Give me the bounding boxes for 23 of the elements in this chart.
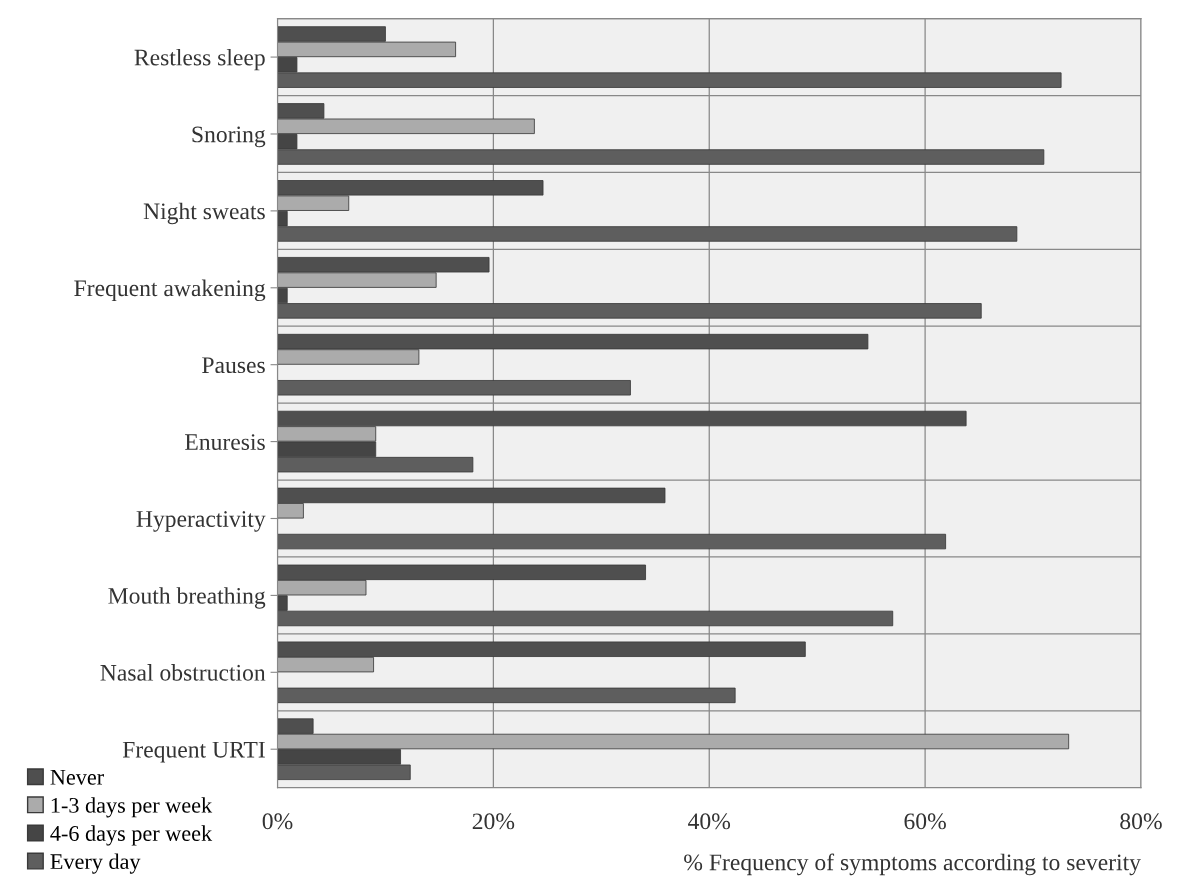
y-tick-label: Enuresis — [185, 434, 265, 451]
y-tick-label: Nasal obstruction — [100, 664, 266, 681]
x-axis-title: % Frequency of symptoms according to severity — [684, 853, 1141, 876]
legend-label: 1-3 days per week — [51, 797, 213, 818]
x-tick-label: 80% — [1120, 813, 1162, 830]
y-tick-label: Restless sleep — [134, 48, 265, 71]
bar — [277, 380, 631, 396]
y-tick-label: Frequent awakening — [74, 279, 266, 302]
y-tick-label: Pauses — [202, 357, 265, 374]
x-tick-label: 0% — [262, 813, 293, 830]
legend-label: Never — [50, 770, 104, 785]
x-tick-label: 20% — [472, 813, 515, 830]
x-tick-label: 40% — [688, 813, 731, 830]
y-tick-label: Mouth breathing — [108, 587, 266, 609]
y-tick-label: Night sweats — [143, 202, 265, 225]
bar — [277, 687, 736, 704]
legend-label: Every day — [50, 853, 141, 874]
x-tick-label: 60% — [904, 813, 946, 830]
y-tick-label: Snoring — [192, 126, 266, 148]
legend-label: 4-6 days per week — [50, 825, 213, 846]
y-tick-label: Frequent URTI — [122, 741, 265, 763]
bar — [277, 533, 947, 550]
y-tick-label: Hyperactivity — [136, 511, 266, 532]
